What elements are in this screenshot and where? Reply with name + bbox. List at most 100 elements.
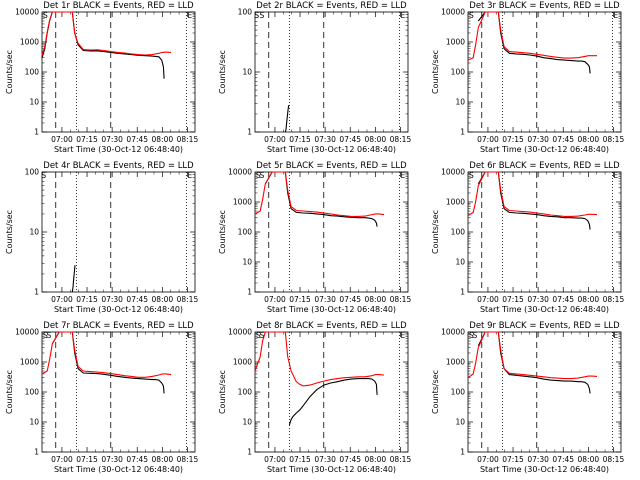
marker-letter: S	[46, 331, 51, 340]
chart-svg: Det 4r BLACK = Events, RED = LLD 1 10 100 07…	[5, 161, 198, 314]
x-axis-label: Start Time (30-Oct-12 06:48:40)	[267, 465, 396, 474]
series-line-lld	[467, 171, 598, 217]
series-line-lld	[254, 171, 385, 217]
marker-letter: S	[469, 171, 474, 180]
chart-title: Det 3r BLACK = Events, RED = LLD	[469, 1, 620, 11]
chart-svg: Det 1r BLACK = Events, RED = LLD 1 10 100 10…	[5, 1, 199, 154]
y-tick-label: 1	[247, 448, 252, 457]
series-line-events	[477, 331, 591, 394]
y-tick-label: 100	[238, 8, 253, 17]
chart-title: Det 7r BLACK = Events, RED = LLD	[43, 321, 194, 331]
series-line-lld	[467, 331, 598, 380]
x-axis-label: Start Time (30-Oct-12 06:48:40)	[480, 305, 609, 314]
x-tick-label: 08:00	[578, 455, 600, 464]
chart-title: Det 9r BLACK = Events, RED = LLD	[469, 321, 620, 331]
series-line-lld	[41, 331, 172, 378]
x-tick-label: 07:30	[314, 135, 336, 144]
x-tick-label: 07:15	[502, 295, 524, 304]
x-tick-label: 07:30	[314, 295, 336, 304]
x-axis-label: Start Time (30-Oct-12 06:48:40)	[480, 145, 609, 154]
x-tick-label: 07:30	[101, 295, 123, 304]
x-axis-label: Start Time (30-Oct-12 06:48:40)	[480, 465, 609, 474]
x-tick-label: 08:00	[578, 135, 600, 144]
marker-letter: S	[259, 11, 264, 20]
marker-letter: S	[259, 171, 264, 180]
series-line-lld	[41, 11, 172, 56]
x-tick-label: 07:00	[51, 295, 73, 304]
y-tick-label: 100	[25, 388, 40, 397]
y-tick-label: 100	[238, 388, 253, 397]
y-tick-label: 1	[247, 128, 252, 137]
x-tick-label: 07:45	[126, 455, 148, 464]
x-tick-label: 08:15	[390, 135, 412, 144]
x-tick-label: 07:30	[314, 455, 336, 464]
y-tick-label: 10000	[228, 328, 252, 337]
marker-letter: S	[41, 171, 46, 180]
plot-frame	[41, 11, 196, 133]
chart-title: Det 5r BLACK = Events, RED = LLD	[256, 161, 407, 171]
chart-title: Det 1r BLACK = Events, RED = LLD	[43, 1, 194, 11]
marker-letter: E	[187, 171, 192, 180]
y-tick-label: 10000	[15, 328, 39, 337]
y-tick-label: 1000	[233, 198, 252, 207]
y-tick-label: 1	[460, 128, 465, 137]
chart-title: Det 2r BLACK = Events, RED = LLD	[256, 1, 407, 11]
detector-panel-2: Det 2r BLACK = Events, RED = LLD 1 10 100 07…	[213, 0, 426, 160]
series-line-events	[477, 11, 591, 74]
x-tick-label: 07:45	[339, 135, 361, 144]
x-tick-label: 07:00	[51, 455, 73, 464]
detector-panel-8: Det 8r BLACK = Events, RED = LLD 1 10 100 10…	[213, 320, 426, 480]
x-tick-label: 08:15	[603, 295, 625, 304]
y-tick-label: 1	[34, 288, 39, 297]
x-tick-label: 07:30	[527, 295, 549, 304]
y-tick-label: 100	[25, 168, 40, 177]
y-tick-label: 100	[451, 228, 466, 237]
x-tick-label: 07:15	[289, 295, 311, 304]
detector-panel-1: Det 1r BLACK = Events, RED = LLD 1 10 100 10…	[0, 0, 213, 160]
x-tick-label: 08:00	[365, 455, 387, 464]
y-tick-label: 1	[460, 288, 465, 297]
marker-letter: S	[469, 11, 474, 20]
marker-letter: S	[472, 331, 477, 340]
y-tick-label: 1000	[446, 358, 465, 367]
x-tick-label: 07:30	[527, 135, 549, 144]
chart-title: Det 6r BLACK = Events, RED = LLD	[469, 161, 620, 171]
series-line-events	[477, 171, 591, 230]
marker-letter: E	[613, 171, 618, 180]
chart-title: Det 4r BLACK = Events, RED = LLD	[43, 161, 194, 171]
x-tick-label: 07:45	[126, 295, 148, 304]
y-tick-label: 100	[238, 228, 253, 237]
plot-frame	[254, 171, 409, 293]
y-tick-label: 10	[242, 258, 252, 267]
x-tick-label: 07:15	[76, 455, 98, 464]
x-tick-label: 07:00	[477, 455, 499, 464]
y-tick-label: 1000	[20, 38, 39, 47]
x-axis-label: Start Time (30-Oct-12 06:48:40)	[267, 305, 396, 314]
series-line-events	[264, 171, 378, 227]
plot-frame	[41, 171, 196, 293]
chart-svg: Det 8r BLACK = Events, RED = LLD 1 10 100 10…	[218, 321, 411, 474]
x-tick-label: 08:15	[177, 135, 199, 144]
x-tick-label: 08:00	[578, 295, 600, 304]
y-tick-label: 1	[247, 288, 252, 297]
series-line-lld	[254, 331, 385, 387]
series-line-events	[288, 378, 378, 426]
marker-letter: S	[469, 331, 474, 340]
y-tick-label: 10	[29, 228, 39, 237]
y-tick-label: 10000	[441, 168, 465, 177]
chart-svg: Det 9r BLACK = Events, RED = LLD 1 10 100 10…	[431, 321, 625, 474]
y-tick-label: 1	[460, 448, 465, 457]
y-axis-label: Counts/sec	[218, 210, 227, 254]
marker-letter: S	[43, 11, 48, 20]
y-tick-label: 10	[29, 418, 39, 427]
detector-panel-4: Det 4r BLACK = Events, RED = LLD 1 10 100 07…	[0, 160, 213, 320]
plot-frame	[467, 171, 622, 293]
x-tick-label: 08:15	[603, 455, 625, 464]
x-tick-label: 08:15	[603, 135, 625, 144]
chart-svg: Det 3r BLACK = Events, RED = LLD 1 10 100 10…	[431, 1, 625, 154]
chart-svg: Det 7r BLACK = Events, RED = LLD 1 10 100 10…	[5, 321, 199, 474]
x-tick-label: 08:15	[177, 455, 199, 464]
y-axis-label: Counts/sec	[5, 50, 14, 94]
x-tick-label: 08:00	[152, 455, 174, 464]
